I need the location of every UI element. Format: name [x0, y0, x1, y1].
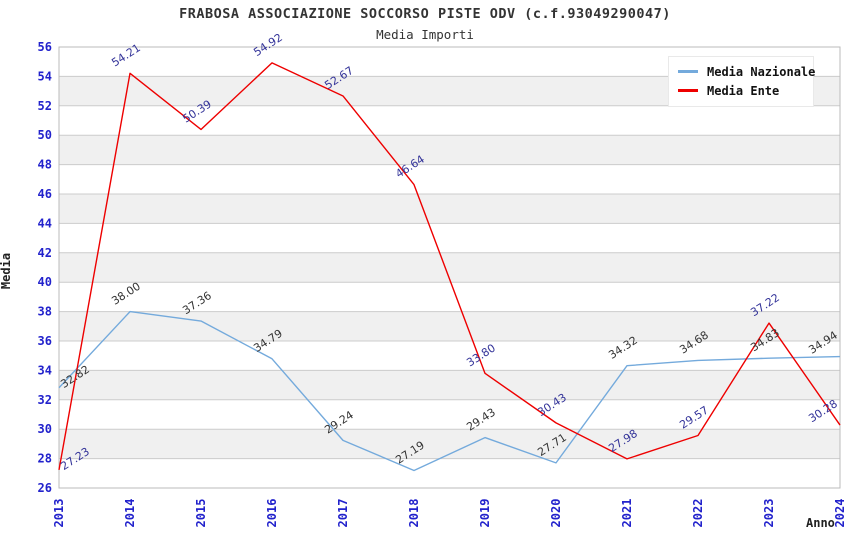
- legend-label: Media Nazionale: [707, 64, 816, 79]
- band: [59, 194, 840, 224]
- media-ente-line-swatch: [678, 89, 698, 92]
- y-tick-label: 38: [38, 305, 52, 319]
- x-tick-label: 2021: [620, 499, 634, 528]
- plot-bands: [59, 47, 840, 488]
- x-tick-label: 2015: [194, 499, 208, 528]
- y-tick-label: 50: [38, 128, 52, 142]
- chart-title: FRABOSA ASSOCIAZIONE SOCCORSO PISTE ODV …: [179, 6, 671, 22]
- band: [59, 370, 840, 400]
- band: [59, 458, 840, 488]
- x-axis-title: Anno: [806, 516, 835, 530]
- x-tick-label: 2024: [833, 499, 847, 528]
- y-tick-label: 28: [38, 452, 52, 466]
- chart-subtitle: Media Importi: [376, 27, 474, 42]
- media-nazionale-line-swatch: [678, 70, 698, 73]
- series-line-media-nazionale: [58, 310, 841, 472]
- x-tick-label: 2016: [265, 499, 279, 528]
- x-axis-ticks: 2013 2014 2015 2016 2017 2018 2019 2020 2021 2022…: [52, 499, 847, 528]
- x-tick-label: 2017: [336, 499, 350, 528]
- y-tick-label: 36: [38, 334, 52, 348]
- y-tick-label: 52: [38, 99, 52, 113]
- y-tick-label: 42: [38, 246, 52, 260]
- y-tick-label: 54: [38, 69, 52, 83]
- y-tick-label: 46: [38, 187, 52, 201]
- x-tick-label: 2023: [762, 499, 776, 528]
- legend-item-media-nazionale: Media Nazionale: [675, 62, 815, 81]
- band: [59, 164, 840, 194]
- band: [59, 282, 840, 312]
- legend-item-media-ente: Media Ente: [675, 81, 807, 100]
- y-axis-title: Media: [0, 252, 13, 290]
- legend-label: Media Ente: [707, 83, 780, 98]
- x-tick-label: 2018: [407, 499, 421, 528]
- x-tick-label: 2022: [691, 499, 705, 528]
- x-tick-label: 2019: [478, 499, 492, 528]
- band: [59, 223, 840, 253]
- band: [59, 399, 840, 430]
- y-tick-label: 30: [38, 422, 52, 436]
- series-line-media-ente: [58, 62, 841, 471]
- plot-border: [58, 46, 841, 489]
- y-tick-label: 26: [38, 481, 52, 495]
- x-tick-label: 2020: [549, 499, 563, 528]
- y-tick-label: 56: [38, 40, 52, 54]
- y-tick-label: 32: [38, 393, 52, 407]
- y-tick-label: 40: [38, 275, 52, 289]
- legend: Media Nazionale Media Ente: [668, 56, 815, 107]
- y-tick-label: 44: [38, 216, 52, 230]
- y-axis-ticks: 26 28 30 32 34 36 38 40 42 44 46 48 50 52 54 56: [38, 40, 52, 495]
- y-tick-label: 34: [38, 363, 52, 377]
- x-tick-label: 2013: [52, 499, 66, 528]
- y-tick-label: 48: [38, 158, 52, 172]
- band: [59, 135, 840, 165]
- x-tick-label: 2014: [123, 499, 137, 528]
- band: [59, 341, 840, 371]
- band: [59, 311, 840, 341]
